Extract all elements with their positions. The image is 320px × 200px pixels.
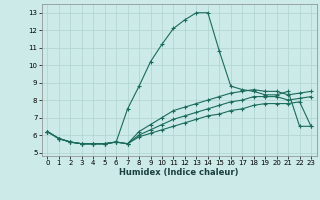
X-axis label: Humidex (Indice chaleur): Humidex (Indice chaleur) (119, 168, 239, 177)
